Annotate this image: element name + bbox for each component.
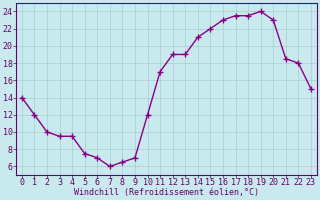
X-axis label: Windchill (Refroidissement éolien,°C): Windchill (Refroidissement éolien,°C) (74, 188, 259, 197)
